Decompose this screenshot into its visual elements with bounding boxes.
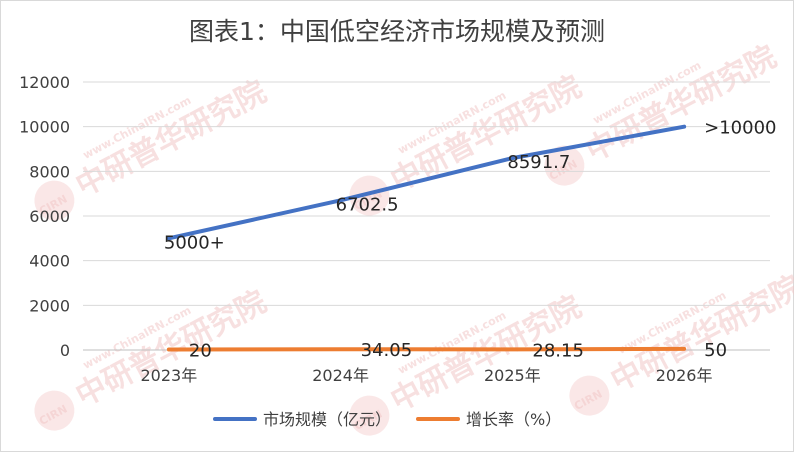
data-label: 20: [189, 341, 212, 362]
data-label: 34.05: [361, 340, 413, 361]
data-label: 8591.7: [507, 152, 570, 173]
series-line-2: [166, 346, 687, 352]
data-label: 50: [704, 340, 727, 361]
x-tick-label: 2024年: [312, 366, 369, 385]
x-axis-tick-labels: 2023年 2024年 2025年 2026年: [141, 366, 713, 385]
watermark-logo-icon: [349, 175, 390, 216]
y-tick-label: 4000: [29, 252, 70, 271]
legend: 市场规模（亿元） 增长率（%）: [213, 410, 561, 429]
series-line-1: [166, 124, 687, 241]
y-tick-label: 2000: [29, 296, 70, 315]
legend-label: 增长率（%）: [466, 410, 561, 429]
y-tick-label: 12000: [19, 73, 70, 92]
y-tick-label: 0: [60, 341, 70, 360]
data-label: 6702.5: [336, 194, 399, 215]
data-label: >10000: [704, 118, 776, 139]
data-label: 28.15: [532, 340, 584, 361]
data-label: 5000+: [164, 232, 225, 253]
series-lines: [166, 124, 687, 352]
x-tick-label: 2025年: [484, 366, 541, 385]
watermark-logo-icon: [569, 375, 610, 416]
watermark-logo-icon: [349, 395, 390, 436]
data-labels: 5000+ 6702.5 8591.7 >10000 20 34.05 28.15 50: [164, 118, 777, 362]
watermark-logo-icon: [34, 180, 75, 221]
watermark-logo-icon: [544, 145, 585, 186]
y-tick-label: 8000: [29, 162, 70, 181]
chart-title: 图表1：中国低空经济市场规模及预测: [189, 17, 605, 46]
y-tick-label: 6000: [29, 207, 70, 226]
x-tick-label: 2026年: [656, 366, 713, 385]
y-tick-label: 10000: [19, 118, 70, 137]
y-axis-tick-labels: 0 2000 4000 6000 8000 10000 12000: [19, 73, 70, 360]
watermark-logo-icon: [34, 390, 75, 431]
x-tick-label: 2023年: [141, 366, 198, 385]
legend-label: 市场规模（亿元）: [263, 410, 391, 429]
